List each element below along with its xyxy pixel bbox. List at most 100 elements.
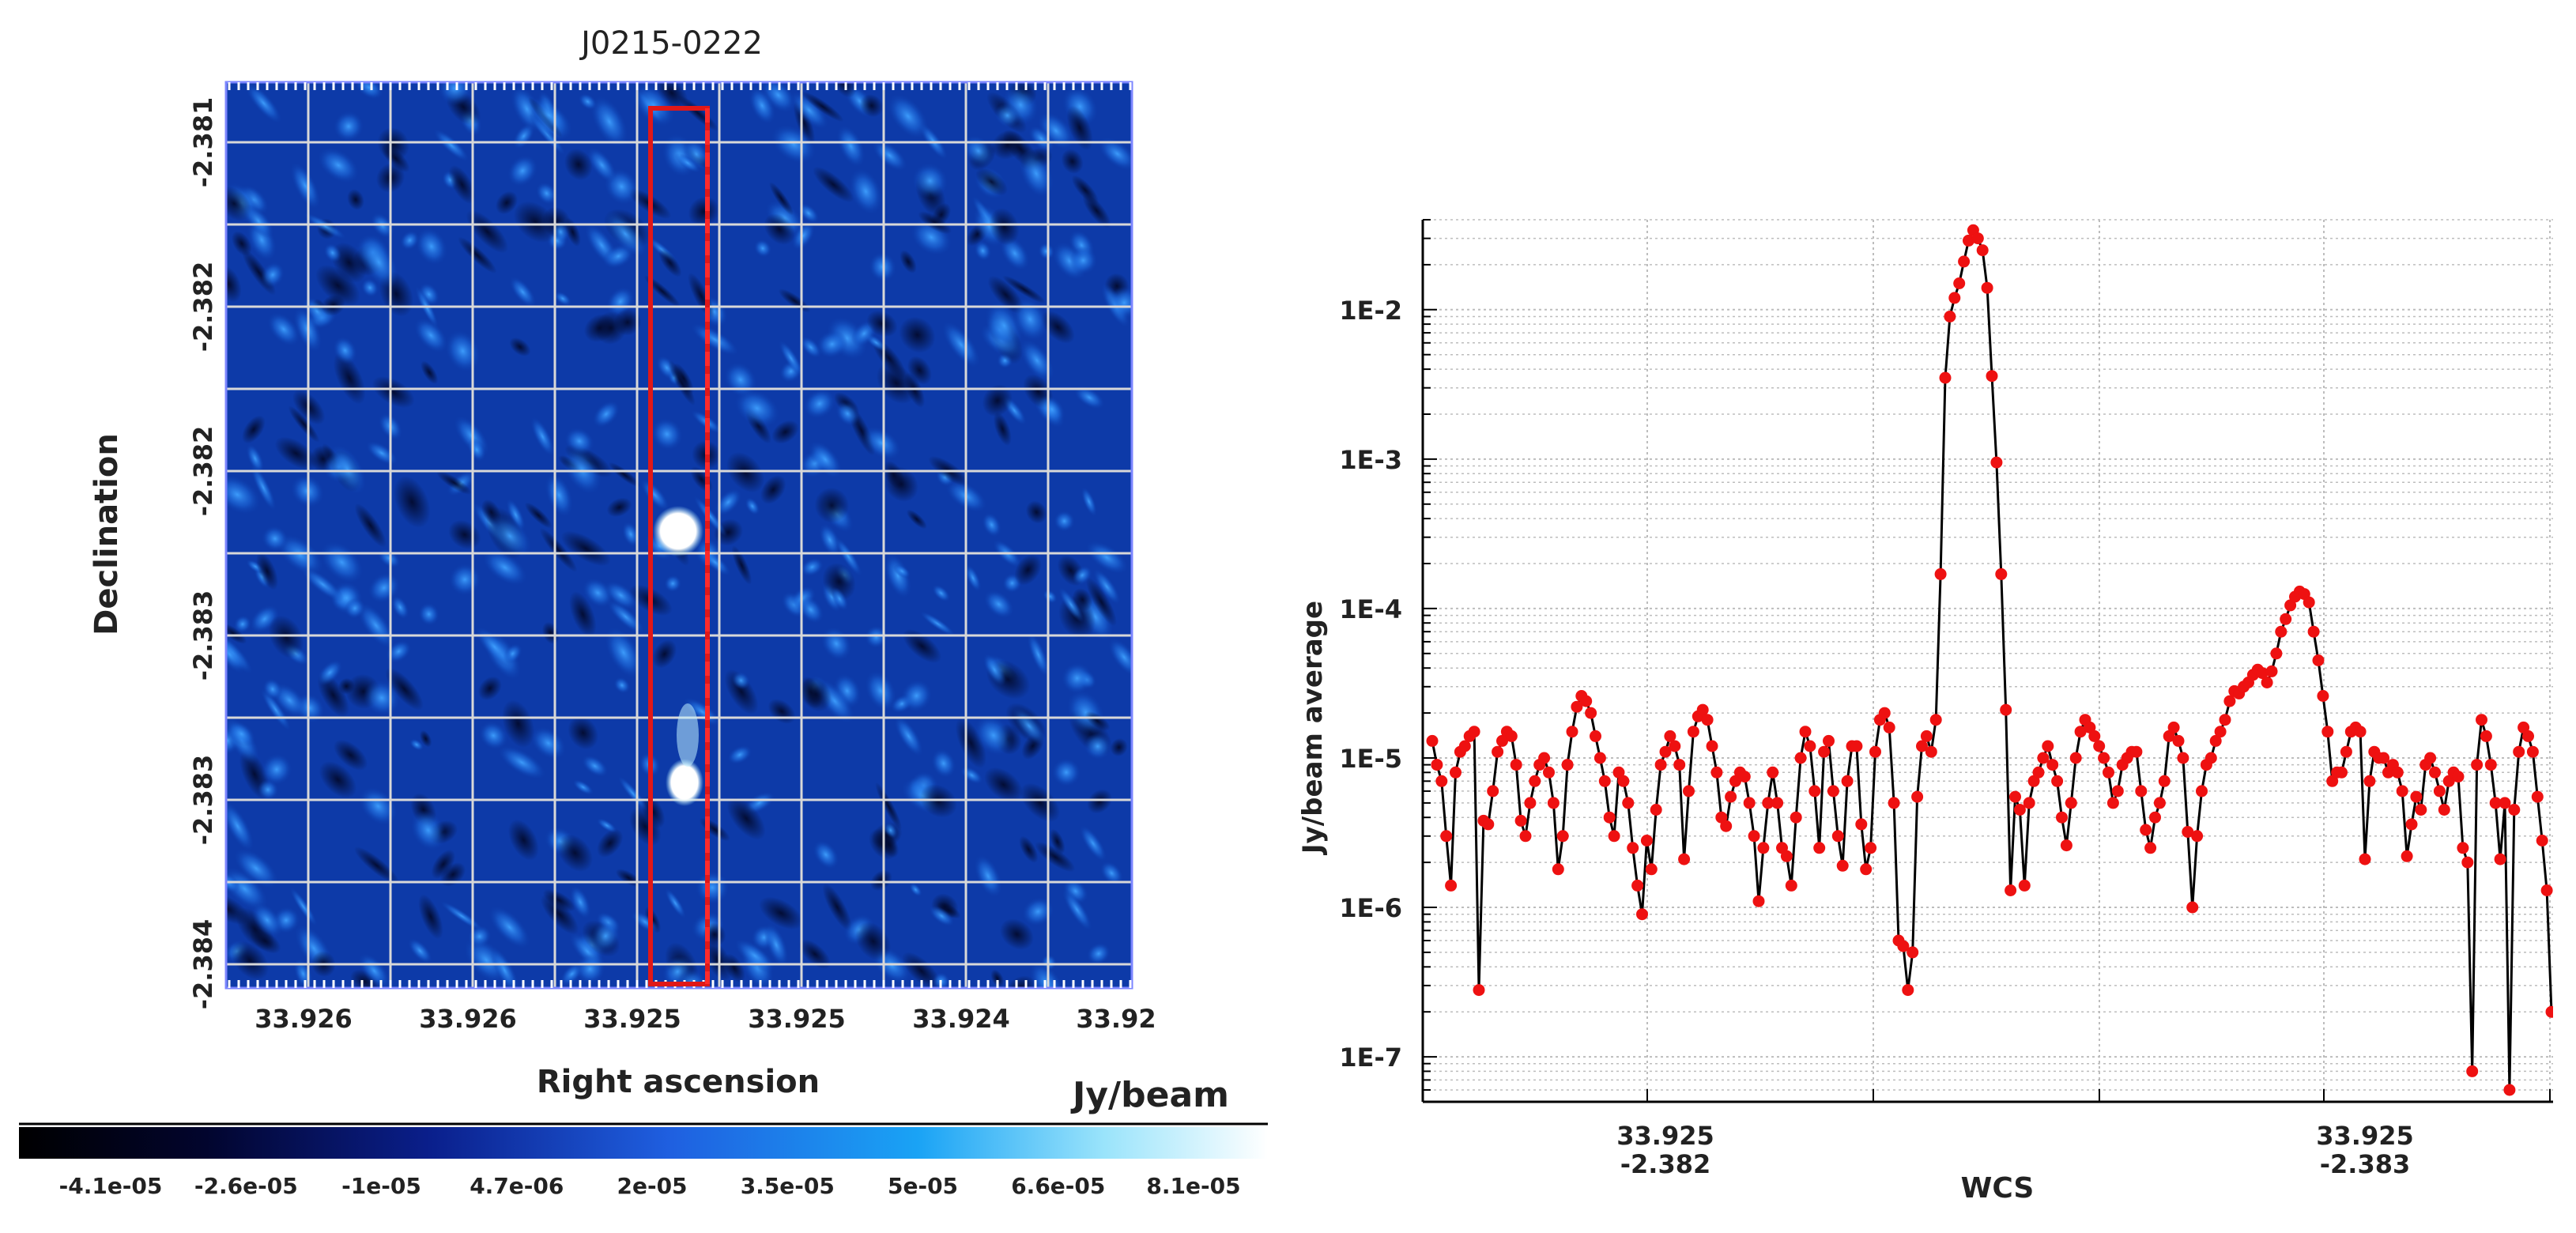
data-point bbox=[1496, 734, 1508, 747]
noise-dark-patch bbox=[319, 761, 357, 798]
noise-dark-patch bbox=[513, 201, 557, 243]
noise-bright-patch bbox=[801, 557, 824, 577]
noise-dark-patch bbox=[822, 883, 852, 931]
noise-bright-patch bbox=[290, 162, 321, 209]
noise-dark-patch bbox=[321, 294, 345, 316]
noise-bright-patch bbox=[900, 679, 933, 712]
noise-bright-patch bbox=[640, 478, 669, 511]
data-point bbox=[2321, 726, 2334, 738]
noise-bright-patch bbox=[488, 906, 530, 949]
data-point bbox=[2275, 625, 2287, 638]
noise-dark-patch bbox=[226, 266, 242, 303]
noise-dark-patch bbox=[249, 928, 281, 954]
data-point bbox=[2214, 726, 2227, 738]
noise-bright-patch bbox=[581, 755, 609, 777]
noise-bright-patch bbox=[1051, 758, 1081, 787]
noise-bright-patch bbox=[798, 203, 820, 224]
noise-dark-patch bbox=[801, 91, 844, 123]
noise-bright-patch bbox=[749, 87, 776, 125]
data-point bbox=[1631, 879, 1644, 892]
noise-dark-patch bbox=[1040, 311, 1075, 344]
data-point bbox=[2442, 775, 2455, 787]
noise-dark-patch bbox=[242, 415, 266, 444]
data-point bbox=[1953, 277, 1966, 289]
frame-tick-marks bbox=[228, 82, 1132, 988]
data-point bbox=[1878, 707, 1891, 719]
data-point bbox=[2042, 740, 2054, 752]
data-point bbox=[2130, 745, 2143, 758]
data-point bbox=[1963, 234, 1974, 247]
noise-bright-patch bbox=[590, 96, 628, 148]
noise-bright-patch bbox=[691, 323, 739, 356]
data-point bbox=[2401, 850, 2413, 862]
data-point bbox=[1450, 766, 1461, 779]
noise-bright-patch bbox=[530, 97, 569, 134]
data-point bbox=[2265, 665, 2278, 677]
data-point bbox=[1664, 730, 1676, 742]
noise-dark-patch bbox=[1019, 835, 1039, 863]
noise-bright-patch bbox=[1079, 825, 1107, 862]
noise-bright-patch bbox=[507, 155, 538, 187]
data-point bbox=[2023, 797, 2035, 809]
noise-dark-patch bbox=[557, 834, 593, 872]
data-point bbox=[2438, 804, 2450, 816]
noise-dark-patch bbox=[759, 896, 804, 930]
noise-bright-patch bbox=[790, 91, 828, 130]
noise-dark-patch bbox=[507, 819, 539, 861]
noise-bright-patch bbox=[262, 678, 283, 700]
data-point bbox=[1566, 726, 1578, 738]
data-point bbox=[1944, 311, 1956, 322]
data-point bbox=[2163, 730, 2175, 742]
noise-bright-patch bbox=[359, 786, 398, 826]
noise-dark-patch bbox=[993, 412, 1012, 446]
noise-bright-patch bbox=[506, 498, 526, 531]
data-point bbox=[1785, 879, 1797, 892]
data-point bbox=[1836, 859, 1849, 872]
noise-dark-patch bbox=[798, 939, 832, 970]
noise-bright-patch bbox=[764, 922, 789, 967]
extraction-region[interactable] bbox=[648, 106, 710, 986]
noise-bright-patch bbox=[575, 954, 605, 984]
noise-bright-patch bbox=[333, 336, 357, 364]
noise-bright-patch bbox=[664, 575, 682, 593]
noise-bright-patch bbox=[974, 240, 992, 261]
noise-dark-patch bbox=[760, 475, 786, 504]
noise-dark-patch bbox=[597, 828, 624, 858]
x-axis-title: WCS bbox=[1961, 1172, 2035, 1205]
noise-dark-patch bbox=[385, 667, 424, 711]
data-point bbox=[1715, 811, 1728, 824]
data-point bbox=[1468, 726, 1480, 738]
noise-bright-patch bbox=[304, 213, 346, 239]
data-point bbox=[1505, 730, 1518, 742]
data-point bbox=[1850, 740, 1863, 752]
data-point bbox=[2069, 752, 2082, 764]
noise-bright-patch bbox=[1085, 541, 1129, 575]
noise-bright-patch bbox=[1058, 587, 1084, 623]
noise-bright-patch bbox=[964, 564, 982, 592]
noise-bright-patch bbox=[779, 340, 804, 376]
image-noise-texture bbox=[226, 82, 1132, 988]
image-title: J0215-0222 bbox=[579, 25, 763, 62]
data-point bbox=[2135, 785, 2148, 797]
noise-dark-patch bbox=[458, 236, 497, 273]
data-point bbox=[1920, 730, 1933, 742]
data-point bbox=[2518, 721, 2530, 733]
data-point bbox=[1995, 567, 2008, 580]
data-point bbox=[1473, 984, 1485, 997]
noise-dark-patch bbox=[771, 420, 799, 444]
data-point bbox=[1804, 740, 1816, 752]
x-tick-label: 33.925 bbox=[2316, 1121, 2413, 1151]
data-point bbox=[1435, 775, 1448, 787]
bright-source-secondary bbox=[666, 759, 703, 806]
noise-dark-patch bbox=[726, 797, 766, 840]
data-point bbox=[2307, 625, 2320, 638]
noise-dark-patch bbox=[431, 849, 456, 879]
y-axis-title: Jy/beam average bbox=[1297, 601, 1329, 855]
noise-dark-patch bbox=[466, 209, 509, 254]
noise-dark-patch bbox=[1020, 782, 1061, 823]
data-point bbox=[2480, 730, 2492, 742]
noise-bright-patch bbox=[665, 888, 686, 918]
data-point bbox=[2359, 853, 2371, 865]
noise-bright-patch bbox=[415, 228, 448, 266]
